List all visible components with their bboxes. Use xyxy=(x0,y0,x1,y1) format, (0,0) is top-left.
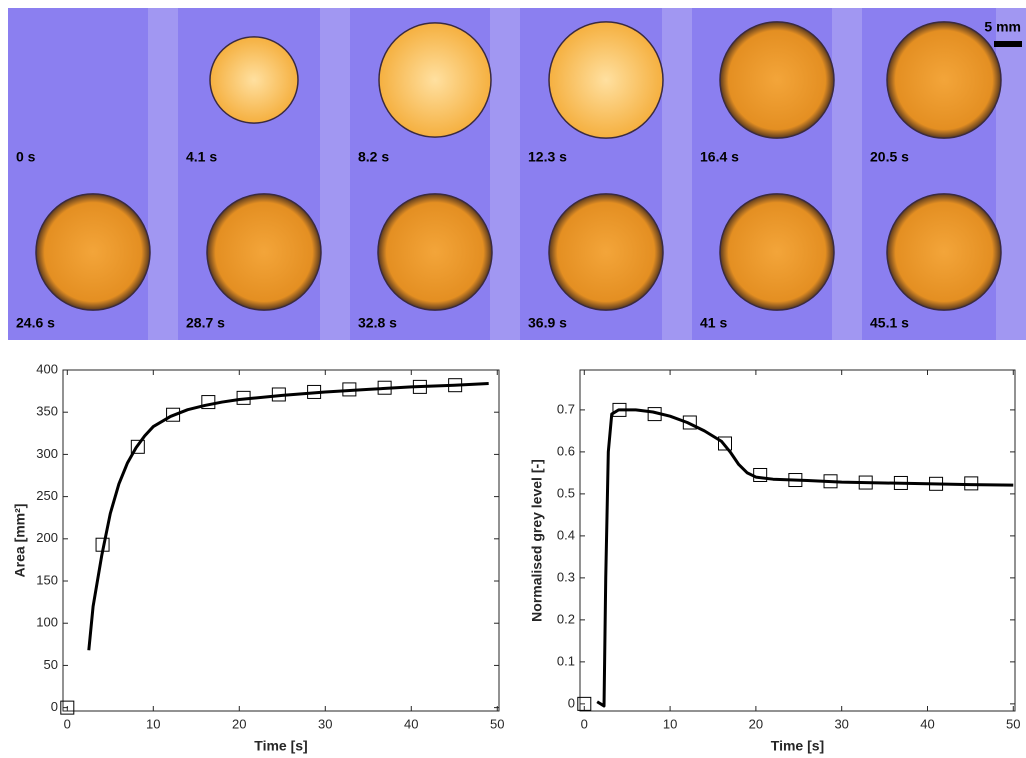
x-tick-label: 10 xyxy=(663,716,677,731)
droplet xyxy=(209,36,299,124)
y-tick-label: 200 xyxy=(36,530,58,545)
droplet xyxy=(378,22,492,138)
time-label: 32.8 s xyxy=(358,315,397,331)
droplet xyxy=(206,193,322,311)
marker xyxy=(718,436,732,451)
panel-shade xyxy=(662,8,692,174)
marker xyxy=(612,402,627,417)
droplet xyxy=(548,21,664,139)
marker xyxy=(647,407,662,422)
marker xyxy=(377,380,392,395)
marker xyxy=(929,476,944,491)
droplet xyxy=(719,21,835,139)
panel-shade xyxy=(662,174,692,340)
y-tick-label: 0.1 xyxy=(557,653,575,668)
marker xyxy=(412,379,427,394)
droplet xyxy=(35,193,151,311)
y-tick-label: 0.2 xyxy=(557,611,575,626)
marker xyxy=(858,475,873,490)
panel-shade xyxy=(832,8,862,174)
marker xyxy=(201,395,216,410)
panel-shade xyxy=(148,174,178,340)
x-tick-label: 30 xyxy=(834,716,848,731)
time-label: 28.7 s xyxy=(186,315,225,331)
time-label: 0 s xyxy=(16,149,36,165)
x-tick-label: 40 xyxy=(920,716,934,731)
plot-area xyxy=(579,369,1016,712)
marker xyxy=(95,537,110,552)
y-axis-label: Normalised grey level [-] xyxy=(529,459,545,622)
panel-shade xyxy=(996,8,1026,174)
x-tick-label: 20 xyxy=(749,716,763,731)
droplet xyxy=(886,21,1002,139)
marker xyxy=(577,696,592,711)
marker xyxy=(753,467,768,482)
droplet xyxy=(886,193,1002,311)
marker xyxy=(236,390,251,405)
panel-shade xyxy=(490,8,520,174)
droplet xyxy=(719,193,835,311)
plot-area xyxy=(62,369,500,712)
time-label: 8.2 s xyxy=(358,149,389,165)
marker xyxy=(893,475,908,490)
scale-bar-label: 5 mm xyxy=(984,19,1021,35)
marker xyxy=(60,700,75,715)
y-tick-label: 300 xyxy=(36,446,58,461)
marker xyxy=(166,407,181,422)
time-label: 4.1 s xyxy=(186,149,217,165)
marker xyxy=(788,473,803,488)
panel-shade xyxy=(832,174,862,340)
marker xyxy=(823,474,838,489)
droplet xyxy=(548,193,664,311)
panel-shade xyxy=(148,8,178,174)
y-tick-label: 250 xyxy=(36,488,58,503)
marker xyxy=(448,378,463,393)
y-tick-label: 150 xyxy=(36,572,58,587)
time-label: 36.9 s xyxy=(528,315,567,331)
time-label: 41 s xyxy=(700,315,727,331)
time-label: 20.5 s xyxy=(870,149,909,165)
y-tick-label: 350 xyxy=(36,404,58,419)
x-tick-label: 0 xyxy=(64,716,71,731)
x-tick-label: 50 xyxy=(490,716,504,731)
y-tick-label: 0.3 xyxy=(557,569,575,584)
time-label: 12.3 s xyxy=(528,149,567,165)
marker xyxy=(307,384,322,399)
panel-shade xyxy=(490,174,520,340)
time-label: 24.6 s xyxy=(16,315,55,331)
time-label: 16.4 s xyxy=(700,149,739,165)
y-tick-label: 100 xyxy=(36,615,58,630)
y-tick-label: 0.4 xyxy=(557,527,575,542)
y-tick-label: 0 xyxy=(51,699,58,714)
x-tick-label: 20 xyxy=(232,716,246,731)
time-label: 45.1 s xyxy=(870,315,909,331)
y-tick-label: 50 xyxy=(44,657,58,672)
y-tick-label: 0 xyxy=(568,695,575,710)
marker xyxy=(964,476,979,491)
x-axis-label: Time [s] xyxy=(771,738,824,754)
marker xyxy=(682,415,697,430)
y-tick-label: 0.5 xyxy=(557,485,575,500)
x-tick-label: 30 xyxy=(318,716,332,731)
marker xyxy=(130,439,145,454)
data-line xyxy=(596,408,1014,708)
marker xyxy=(342,382,357,397)
marker xyxy=(271,387,286,402)
y-tick-label: 0.6 xyxy=(557,443,575,458)
x-tick-label: 40 xyxy=(404,716,418,731)
scale-bar xyxy=(994,41,1022,47)
panel-shade xyxy=(320,8,350,174)
droplet xyxy=(377,193,493,311)
y-tick-label: 400 xyxy=(36,361,58,376)
x-tick-label: 10 xyxy=(146,716,160,731)
x-tick-label: 0 xyxy=(581,716,588,731)
y-tick-label: 0.7 xyxy=(557,401,575,416)
panel-shade xyxy=(320,174,350,340)
y-axis-label: Area [mm²] xyxy=(12,504,28,578)
x-tick-label: 50 xyxy=(1006,716,1020,731)
x-axis-label: Time [s] xyxy=(254,738,307,754)
